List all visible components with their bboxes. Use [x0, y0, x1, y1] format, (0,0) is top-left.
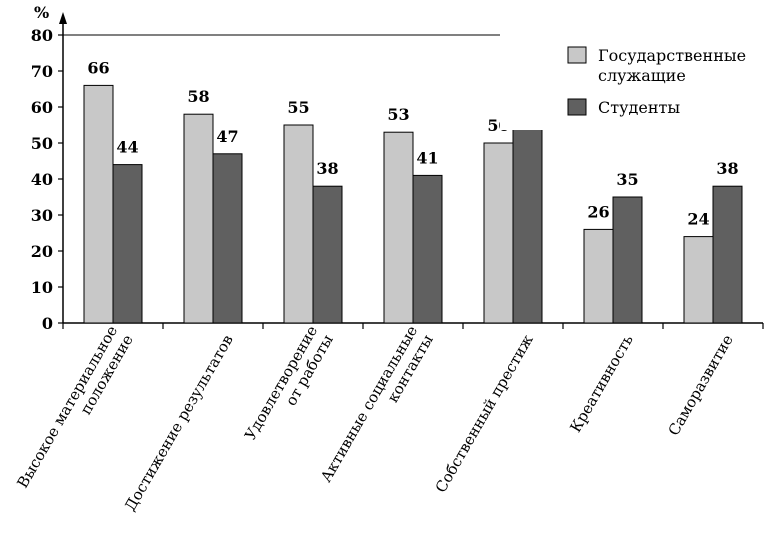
category-label: Креативность — [566, 332, 636, 436]
bar-civil-servants — [483, 142, 514, 324]
data-label: 38 — [316, 159, 338, 178]
bar-students — [612, 196, 643, 324]
category-label: Саморазвитие — [664, 331, 736, 438]
category-label-line: Саморазвитие — [664, 331, 736, 438]
data-label: 38 — [716, 159, 738, 178]
category-label: Собственный престиж — [432, 331, 537, 495]
category-label-line: Высокое материальное — [13, 322, 121, 491]
category-label: Достижение результатов — [121, 332, 237, 515]
data-label: 47 — [216, 127, 238, 146]
data-label: 44 — [116, 138, 138, 157]
legend-label: служащие — [598, 66, 686, 85]
legend-background — [500, 30, 765, 130]
y-tick-label: 60 — [31, 98, 53, 117]
y-axis-arrow — [59, 12, 67, 24]
bar-civil-servants — [583, 228, 614, 324]
legend-swatch-civil-servants — [567, 46, 587, 64]
bar-civil-servants — [283, 124, 314, 324]
data-label: 66 — [87, 58, 109, 77]
category-label-line: Креативность — [566, 332, 636, 436]
y-tick-label: 80 — [31, 26, 53, 45]
data-label: 41 — [416, 148, 438, 167]
bar-students — [312, 185, 343, 324]
bar-students — [212, 153, 243, 324]
bar-civil-servants — [683, 236, 714, 324]
bar-students — [412, 174, 443, 324]
bar-civil-servants — [383, 131, 414, 324]
legend-label: Студенты — [598, 98, 680, 117]
bar-civil-servants — [83, 84, 114, 324]
category-label-line: Достижение результатов — [121, 332, 237, 515]
data-label: 58 — [187, 87, 209, 106]
y-tick-label: 10 — [31, 278, 53, 297]
data-label: 53 — [387, 105, 409, 124]
bars-group — [83, 56, 743, 324]
data-label: 24 — [687, 210, 709, 229]
data-label: 35 — [616, 170, 638, 189]
data-label: 26 — [587, 202, 609, 221]
bar-students — [112, 164, 143, 324]
bar-civil-servants — [183, 113, 214, 324]
data-label: 55 — [287, 98, 309, 117]
y-tick-label: 70 — [31, 62, 53, 81]
y-axis-unit-label: % — [34, 3, 49, 22]
legend-label: Государственные — [598, 46, 746, 65]
category-labels-group: Высокое материальноеположениеДостижение … — [13, 322, 736, 514]
y-tick-label: 40 — [31, 170, 53, 189]
y-tick-label: 50 — [31, 134, 53, 153]
bar-students — [712, 185, 743, 324]
y-tick-label: 30 — [31, 206, 53, 225]
y-tick-label: 0 — [42, 314, 53, 333]
y-tick-label: 20 — [31, 242, 53, 261]
category-label-line: Собственный престиж — [432, 331, 537, 495]
legend-swatch-students — [567, 98, 587, 116]
